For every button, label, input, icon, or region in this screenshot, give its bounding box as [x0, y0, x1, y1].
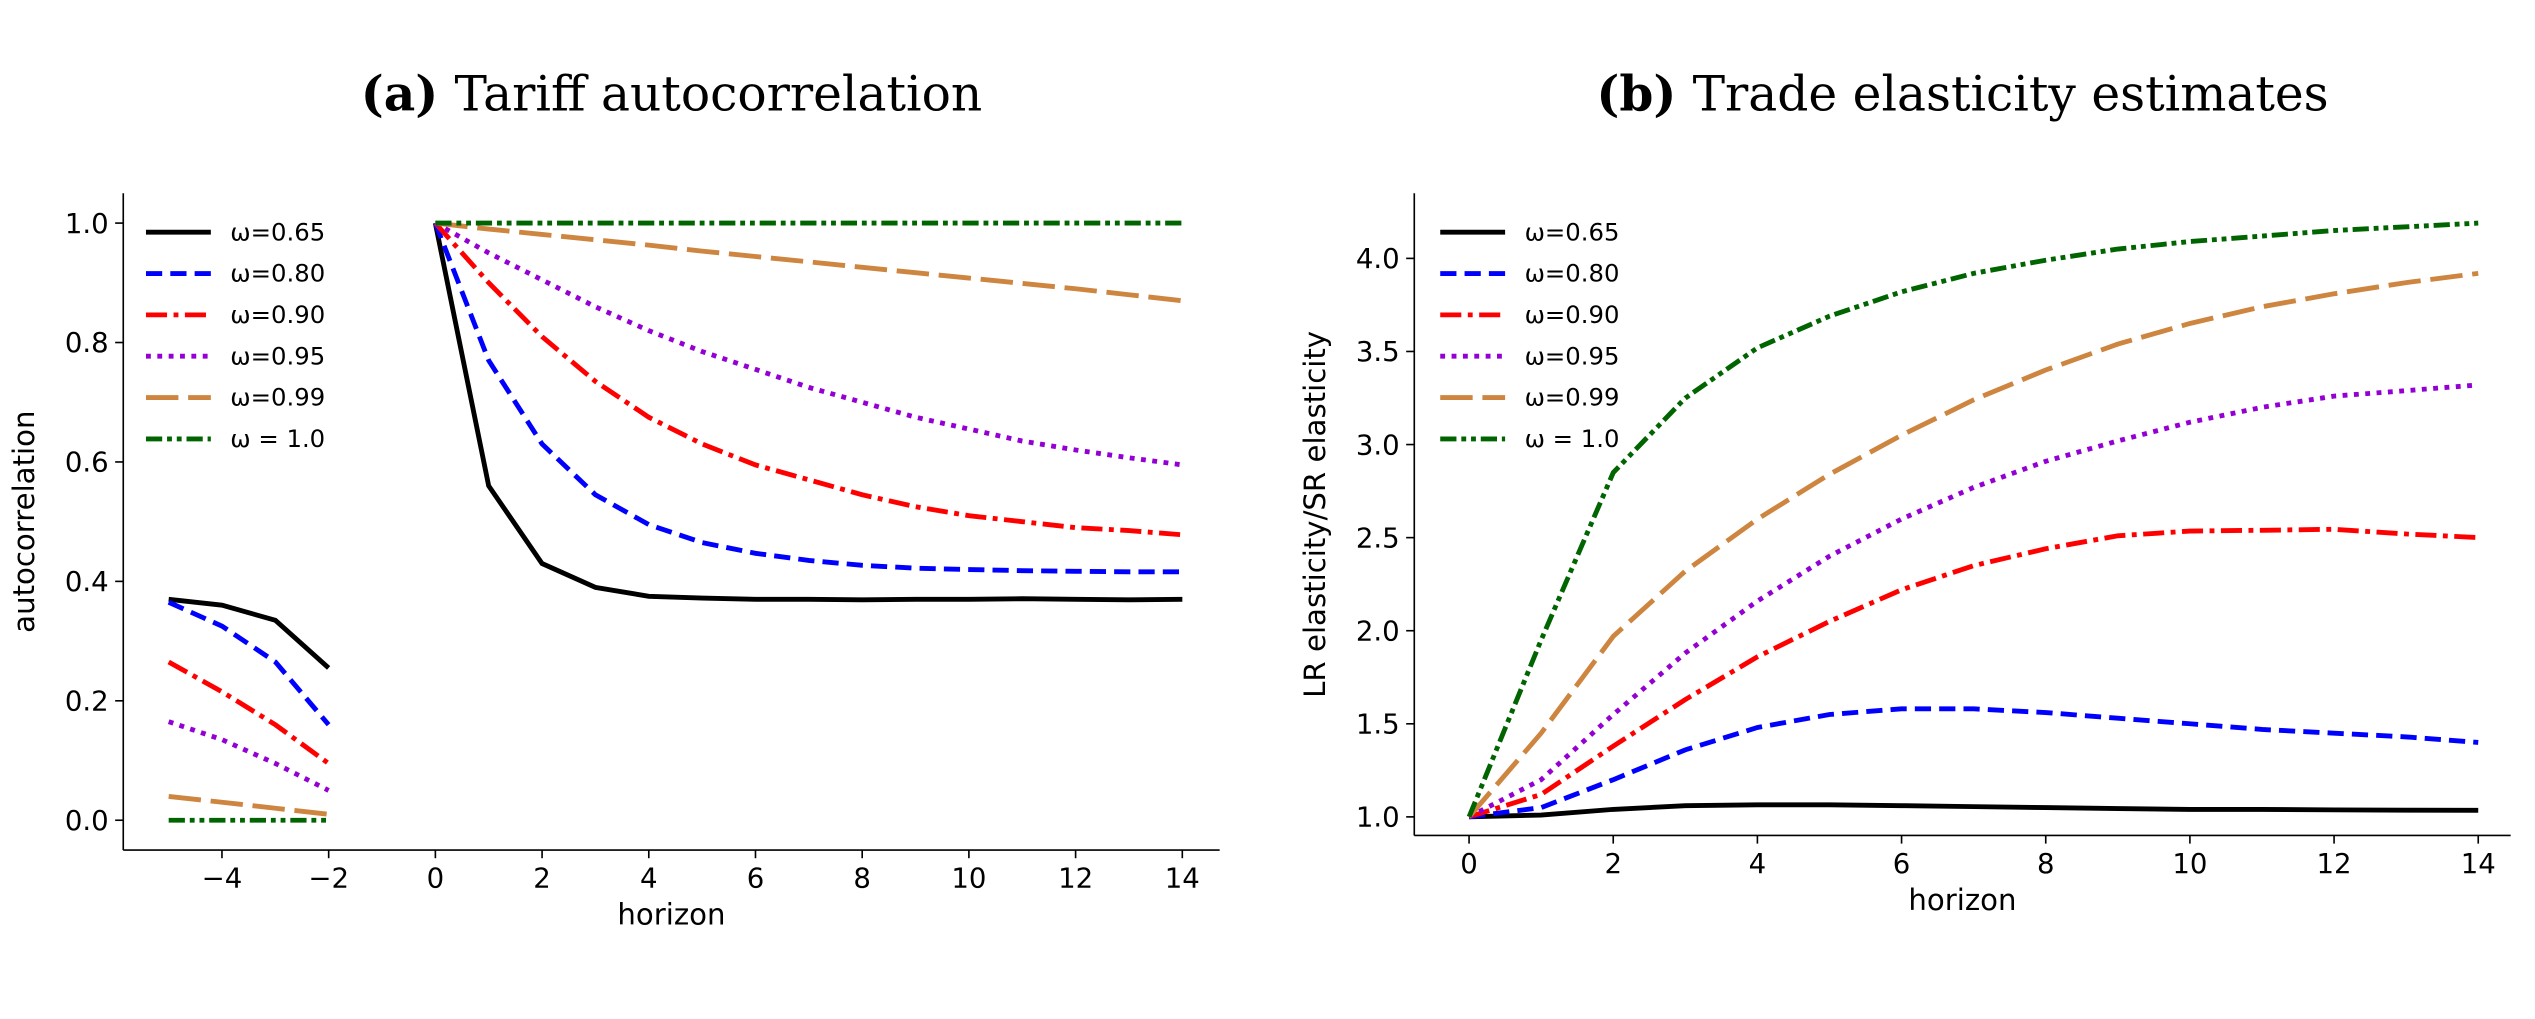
x-tick-label: 14	[2461, 847, 2496, 880]
y-tick-label: 0.8	[65, 326, 109, 359]
x-tick-label: 14	[1165, 861, 1200, 894]
y-tick-label: 2.0	[1356, 614, 1400, 647]
x-tick-label: 0	[427, 861, 445, 894]
panel-a-autocorrelation: (a) Tariff autocorrelation −4 −2 0 2 4 6 8 10 12 14…	[7, 66, 1220, 932]
series-line	[1469, 802, 2479, 820]
legend-label: ω=0.80	[1525, 259, 1620, 288]
y-tick-label: 0.0	[65, 804, 109, 837]
x-tick-label: 2	[533, 861, 551, 894]
x-tick-label: 6	[747, 861, 765, 894]
x-tick-label: 10	[2172, 847, 2207, 880]
series-line	[434, 220, 1183, 468]
series-line	[167, 659, 331, 766]
x-axis-label: horizon	[617, 898, 725, 932]
panel-b-elasticity: (b) Trade elasticity estimates 0 2 4 6 8 10 12 14…	[1298, 66, 2511, 917]
legend-label: ω=0.99	[230, 383, 325, 412]
title-text: Trade elasticity estimates	[1693, 67, 2329, 123]
series-line	[433, 221, 1183, 538]
legend-label: ω=0.95	[1525, 341, 1620, 370]
x-tick-label: −4	[202, 861, 243, 894]
x-tick-label: 4	[640, 861, 658, 894]
y-tick-label: 4.0	[1356, 242, 1400, 275]
y-tick-label: 1.0	[65, 207, 109, 240]
y-tick-label: 0.4	[65, 565, 109, 598]
x-tick-label: 8	[853, 861, 871, 894]
legend-label: ω=0.99	[1525, 383, 1620, 412]
series-line	[168, 793, 329, 817]
series-line	[433, 222, 1183, 575]
series-line	[167, 719, 330, 793]
x-tick-label: −2	[308, 861, 349, 894]
x-axis-label: horizon	[1908, 883, 2016, 917]
legend-label: ω = 1.0	[230, 424, 325, 453]
series-line	[168, 596, 331, 670]
legend-label: ω=0.90	[1525, 300, 1620, 329]
y-axis-label: autocorrelation	[7, 411, 41, 633]
y-tick-label: 3.0	[1356, 428, 1400, 461]
x-tick-label: 0	[1460, 847, 1478, 880]
y-axis-label: LR elasticity/SR elasticity	[1298, 331, 1332, 698]
chart-title: (a) Tariff autocorrelation	[361, 66, 983, 123]
x-tick-label: 2	[1604, 847, 1622, 880]
y-tick-label: 3.5	[1356, 335, 1400, 368]
series-line	[1468, 526, 2479, 820]
series-line	[1467, 382, 2479, 820]
y-tick-label: 2.5	[1356, 521, 1400, 554]
legend-label: ω=0.65	[230, 217, 325, 246]
series-line	[167, 600, 331, 727]
legend-label: ω=0.90	[230, 300, 325, 329]
x-tick-label: 12	[1058, 861, 1093, 894]
y-tick-label: 0.6	[65, 446, 109, 479]
series-line	[1468, 706, 2479, 820]
x-tick-label: 12	[2317, 847, 2352, 880]
x-tick-label: 4	[1749, 847, 1767, 880]
legend-label: ω = 1.0	[1525, 424, 1620, 453]
legend-label: ω=0.80	[230, 259, 325, 288]
title-prefix: (a)	[361, 66, 439, 123]
title-prefix: (b)	[1596, 66, 1676, 123]
y-tick-label: 0.2	[65, 685, 109, 718]
x-tick-label: 6	[1893, 847, 1911, 880]
legend-label: ω=0.65	[1525, 217, 1620, 246]
title-text: Tariff autocorrelation	[454, 67, 982, 123]
series-line	[1466, 220, 2479, 818]
x-tick-label: 10	[951, 861, 986, 894]
y-tick-label: 1.0	[1356, 801, 1400, 834]
series-line	[435, 220, 1183, 304]
legend-label: ω=0.95	[230, 341, 325, 370]
chart-title: (b) Trade elasticity estimates	[1596, 66, 2328, 123]
series-line	[1467, 270, 2479, 819]
x-tick-label: 8	[2037, 847, 2055, 880]
y-tick-label: 1.5	[1356, 708, 1400, 741]
series-line	[432, 222, 1183, 603]
